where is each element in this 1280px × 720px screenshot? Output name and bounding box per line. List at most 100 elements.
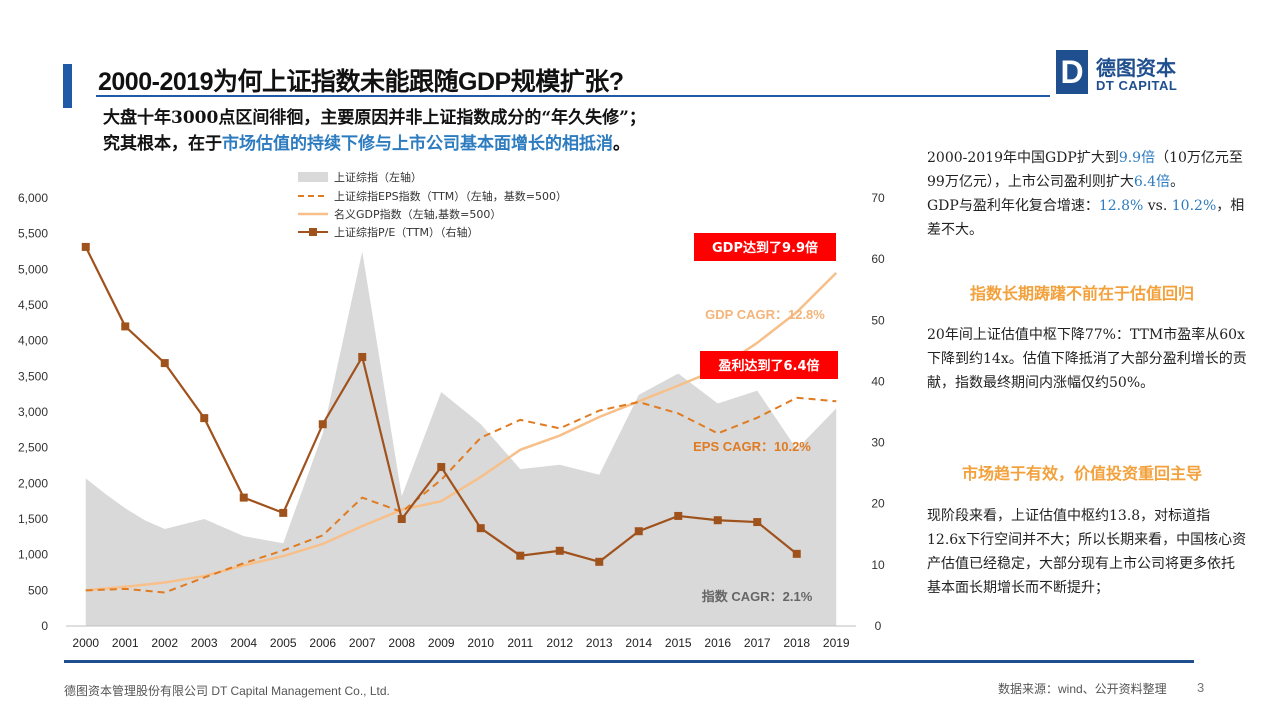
right-axis-tick: 50 [871, 313, 885, 327]
pe-point-marker [595, 557, 604, 566]
left-axis-tick: 0 [41, 619, 48, 633]
p1-gdp-cagr: 12.8% [1098, 198, 1144, 214]
footer-company: 德图资本管理股份有限公司 DT Capital Management Co., … [64, 684, 390, 698]
x-axis-tick: 2016 [704, 636, 731, 650]
subtitle: 大盘十年3000点区间徘徊，主要原因并非上证指数成分的“年久失修”； 究其根本，… [103, 105, 646, 157]
subtitle-line-2-pre: 究其根本，在于 [103, 134, 222, 154]
right-paragraph-2: 20年间上证估值中枢下降77%：TTM市盈率从60x下降到约14x。估值下降抵消… [927, 327, 1247, 391]
x-axis-tick: 2006 [309, 636, 336, 650]
left-axis-tick: 500 [28, 583, 48, 597]
section-heading-valuation: 指数长期踌躇不前在于估值回归 [969, 284, 1194, 303]
p1-text-f: GDP与盈利年化复合增速： [927, 198, 1099, 214]
pe-point-marker [753, 518, 762, 527]
subtitle-line-1: 大盘十年3000点区间徘徊，主要原因并非上证指数成分的“年久失修”； [103, 108, 646, 128]
eps-cagr-label: EPS CAGR：10.2% [693, 439, 811, 454]
x-axis-tick: 2003 [191, 636, 218, 650]
gdp-callout-text: GDP达到了9.9倍 [712, 240, 818, 256]
x-axis-tick: 2015 [665, 636, 692, 650]
right-axis-tick: 70 [871, 191, 885, 205]
pe-point-marker [713, 516, 722, 525]
x-axis-tick: 2018 [783, 636, 810, 650]
pe-point-marker [239, 493, 248, 502]
x-axis-tick: 2007 [349, 636, 376, 650]
x-axis-tick: 2013 [586, 636, 613, 650]
subtitle-line-2: 究其根本，在于市场估值的持续下修与上市公司基本面增长的相抵消。 [103, 131, 646, 157]
p1-text-j: ，相差不大。 [927, 198, 1245, 238]
series-eps-line [85, 396, 837, 594]
page-number: 3 [1197, 680, 1205, 695]
legend-label-eps: 上证综指EPS指数（TTM）（左轴，基数=500） [334, 189, 567, 203]
x-axis-tick: 2002 [151, 636, 178, 650]
subtitle-line-2-post: 。 [613, 134, 630, 154]
left-axis-tick: 2,000 [18, 476, 48, 490]
legend-label-pe: 上证综指P/E（TTM）（右轴） [334, 225, 479, 239]
gdp-cagr-label: GDP CAGR：12.8% [705, 307, 825, 322]
right-axis-tick: 40 [871, 374, 885, 388]
section-heading-value-investing: 市场趋于有效，价值投资重回主导 [961, 464, 1202, 483]
logo-en-text: DT CAPITAL [1096, 78, 1178, 93]
pe-point-marker [81, 242, 90, 251]
x-axis-tick: 2019 [823, 636, 850, 650]
x-axis-tick: 2017 [744, 636, 771, 650]
gdp-callout-box [694, 233, 836, 261]
pe-point-marker [121, 322, 130, 331]
left-axis-tick: 6,000 [18, 191, 48, 205]
left-axis-tick: 5,000 [18, 262, 48, 276]
x-axis-tick: 2008 [388, 636, 415, 650]
x-axis-tick: 2011 [507, 636, 533, 650]
pe-point-marker [397, 515, 406, 523]
pe-point-marker [516, 551, 525, 560]
p1-text-vs: vs. [1143, 198, 1172, 214]
right-axis-tick: 30 [871, 436, 885, 450]
subtitle-highlight: 市场估值的持续下修与上市公司基本面增长的相抵消 [222, 134, 613, 154]
pe-point-marker [555, 546, 564, 555]
pe-point-marker [437, 463, 446, 472]
pe-point-marker [674, 511, 683, 520]
right-axis-tick: 0 [875, 619, 882, 633]
left-axis-tick: 3,000 [18, 405, 48, 419]
title-accent-bar [63, 64, 72, 108]
pe-point-marker [279, 508, 288, 517]
x-axis-tick: 2005 [270, 636, 297, 650]
x-axis-tick: 2001 [112, 636, 139, 650]
footer-source: 数据来源：wind、公开资料整理 [998, 682, 1167, 696]
x-axis-tick: 2009 [428, 636, 455, 650]
left-axis-tick: 1,500 [18, 512, 48, 526]
x-axis-tick: 2012 [546, 636, 573, 650]
title-underline [96, 95, 1050, 97]
p1-text-a: 2000-2019年中国GDP扩大到 [927, 150, 1119, 166]
eps-callout-box [700, 351, 838, 379]
logo-cn-text: 德图资本 [1096, 56, 1176, 80]
pe-point-marker [358, 352, 367, 361]
legend-marker-pe [309, 228, 317, 236]
series-index-area [85, 251, 837, 626]
left-axis-tick: 4,500 [18, 298, 48, 312]
legend-swatch-index [298, 172, 328, 182]
left-axis-tick: 1,000 [18, 548, 48, 562]
p1-text-e: 。 [1170, 174, 1185, 190]
pe-point-marker [318, 420, 327, 429]
chart: 05001,0001,5002,0002,5003,0003,5004,0004… [18, 170, 885, 650]
left-axis-tick: 3,500 [18, 369, 48, 383]
left-axis-tick: 4,000 [18, 334, 48, 348]
right-axis-tick: 10 [871, 558, 885, 572]
right-paragraph-1: 2000-2019年中国GDP扩大到9.9倍（10万亿元至99万亿元），上市公司… [927, 146, 1247, 242]
x-axis-tick: 2000 [72, 636, 99, 650]
page-title: 2000-2019为何上证指数未能跟随GDP规模扩张? [98, 68, 624, 96]
eps-callout-text: 盈利达到了6.4倍 [717, 358, 819, 374]
left-axis-tick: 5,500 [18, 227, 48, 241]
p1-gdp-multiple: 9.9倍 [1118, 150, 1156, 166]
legend-label-gdp: 名义GDP指数（左轴,基数=500） [334, 207, 501, 221]
x-axis-tick: 2014 [625, 636, 652, 650]
pe-point-marker [634, 527, 643, 536]
right-axis-tick: 60 [871, 252, 885, 266]
pe-point-marker [200, 414, 209, 423]
pe-point-marker [792, 549, 801, 558]
logo-mark-icon: D [1056, 50, 1088, 94]
pe-point-marker [476, 524, 485, 533]
right-axis-tick: 20 [871, 497, 885, 511]
x-axis-tick: 2004 [230, 636, 257, 650]
legend-label-index: 上证综指（左轴） [334, 170, 422, 184]
p1-eps-cagr: 10.2% [1171, 198, 1217, 214]
company-logo: D 德图资本 DT CAPITAL [1056, 50, 1196, 98]
